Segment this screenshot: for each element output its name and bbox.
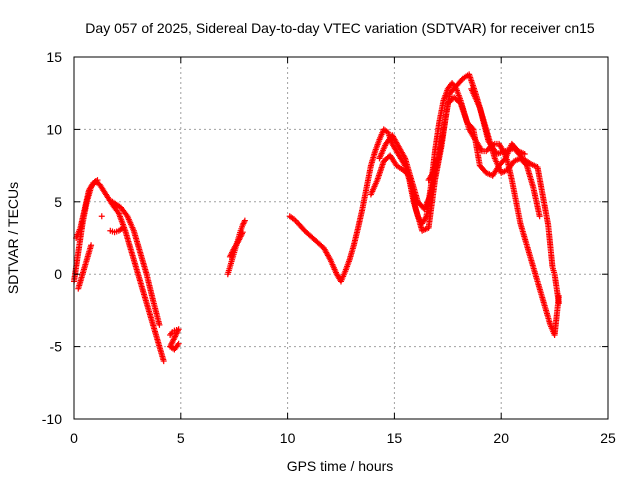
- x-tick-label: 5: [177, 430, 185, 446]
- series-segment-1-lower: [75, 242, 95, 292]
- series-segment-3-extra: [425, 85, 562, 307]
- x-tick-label: 20: [493, 430, 509, 446]
- data-point: [88, 242, 95, 249]
- series-segment-1-tail: [98, 213, 182, 353]
- data-point: [536, 213, 543, 220]
- plot-frame: [73, 56, 609, 420]
- y-tick-label: -10: [42, 411, 62, 427]
- data-point: [239, 229, 246, 236]
- data-point: [160, 358, 167, 365]
- data-point: [120, 224, 127, 231]
- series-segment-1-upper: [73, 177, 101, 241]
- data-point: [98, 213, 105, 220]
- x-tick-label: 25: [600, 430, 616, 446]
- y-tick-label: 10: [46, 121, 62, 137]
- grid-lines: [74, 57, 608, 419]
- data-point: [555, 300, 562, 307]
- axis-ticks: 0 5 10 15 20 25 -10 -5 0 5 10 15: [42, 49, 616, 446]
- series-segment-1-band3: [107, 224, 127, 236]
- data-point: [175, 340, 182, 347]
- x-tick-label: 10: [280, 430, 296, 446]
- data-point: [521, 151, 528, 158]
- y-tick-label: 15: [46, 49, 62, 65]
- series-segment-1-band2: [109, 198, 163, 328]
- data-point: [241, 217, 248, 224]
- x-axis-label: GPS time / hours: [287, 458, 394, 474]
- data-points: [71, 71, 562, 365]
- chart-title: Day 057 of 2025, Sidereal Day-to-day VTE…: [85, 20, 595, 36]
- y-tick-label: 5: [54, 194, 62, 210]
- y-axis-label: SDTVAR / TECUs: [5, 182, 21, 294]
- series-segment-3-band3: [367, 94, 528, 234]
- data-point: [156, 321, 163, 328]
- x-tick-label: 0: [70, 430, 78, 446]
- data-point: [434, 155, 441, 162]
- y-tick-label: 0: [54, 266, 62, 282]
- data-point: [94, 177, 101, 184]
- series-segment-2-band: [226, 229, 246, 260]
- data-point: [469, 125, 476, 132]
- y-tick-label: -5: [50, 339, 63, 355]
- x-tick-label: 15: [387, 430, 403, 446]
